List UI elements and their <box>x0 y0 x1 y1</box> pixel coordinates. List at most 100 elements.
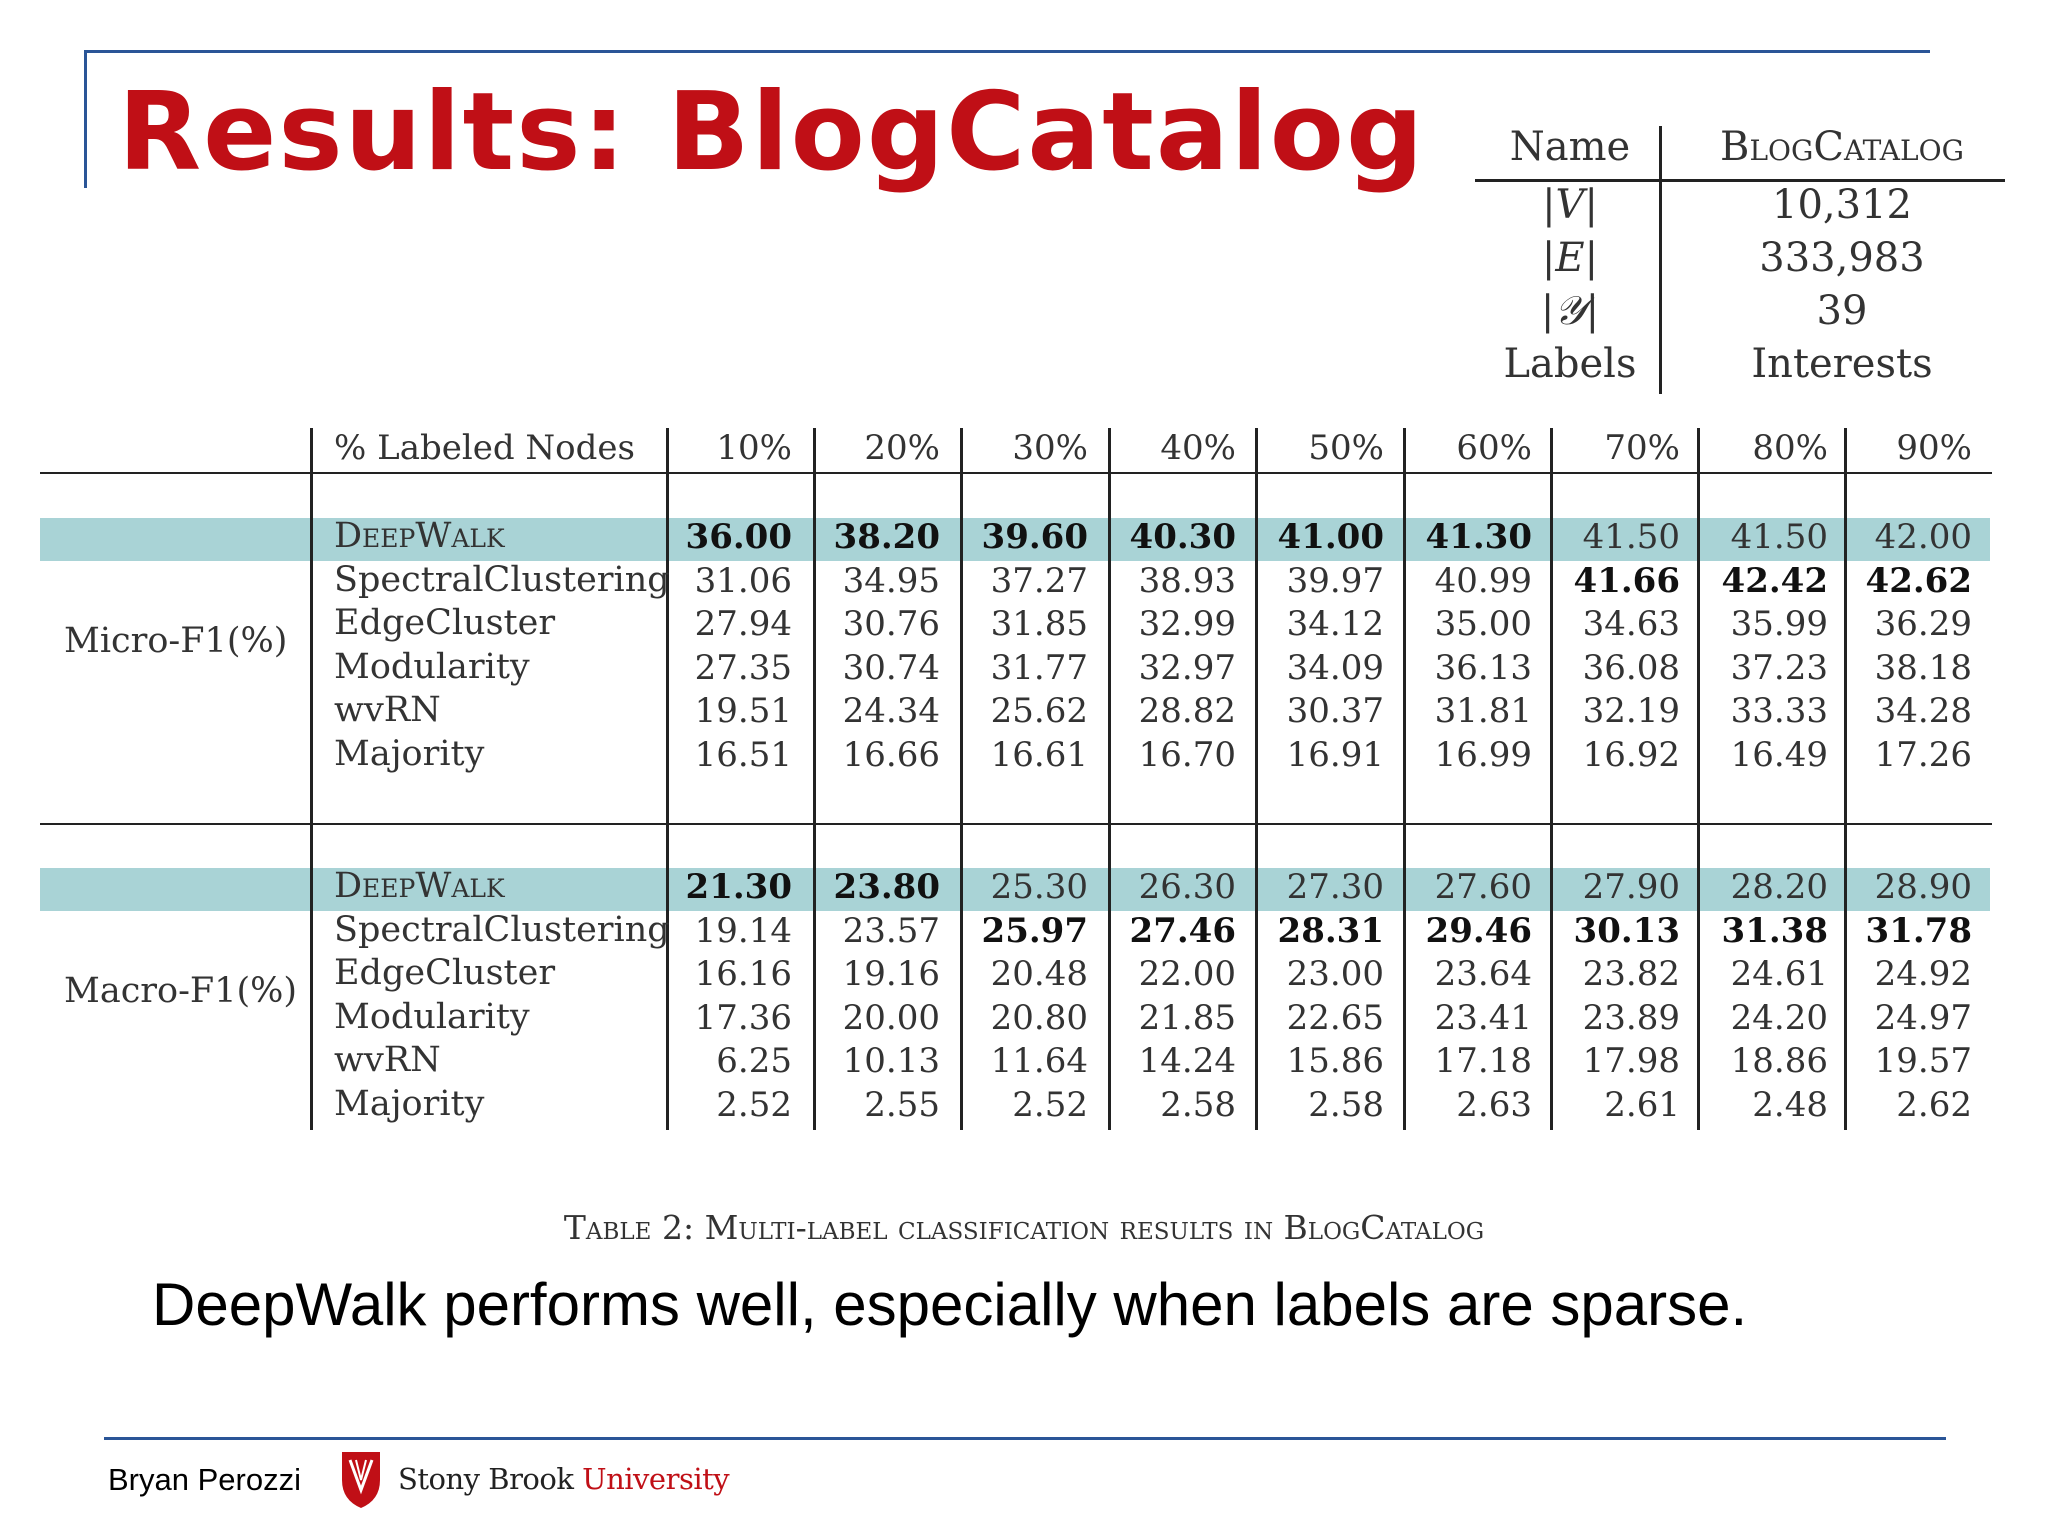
table-cell: 31.06 <box>694 560 792 601</box>
stats-row-name: |𝒴| <box>1540 288 1600 334</box>
stats-row-value: Interests <box>1751 341 1933 387</box>
table-cell: 29.46 <box>1425 910 1532 951</box>
table-cell: 32.97 <box>1138 647 1236 688</box>
header-label: % Labeled Nodes <box>334 428 635 468</box>
table-cell: 40.99 <box>1434 560 1532 601</box>
table-cell: 20.00 <box>842 997 940 1038</box>
table-cell: 14.24 <box>1138 1041 1236 1082</box>
results-table: % Labeled Nodes 10% 20% 30% 40% 50% 60% 70% 80% 9… <box>0 420 2048 1140</box>
table-cell: 34.12 <box>1286 604 1384 645</box>
table-cell: 19.14 <box>694 910 792 951</box>
table-cell: 30.37 <box>1286 691 1384 732</box>
table-cell: 19.16 <box>842 954 940 995</box>
stats-header-rule <box>1475 179 2005 182</box>
table-cell: 36.00 <box>685 517 792 557</box>
table-column-rule <box>1108 428 1111 1130</box>
table-cell: 32.99 <box>1138 604 1236 645</box>
table-cell: 37.23 <box>1730 647 1828 688</box>
highlight-band <box>40 518 1990 561</box>
table-cell: 24.97 <box>1874 997 1972 1038</box>
table-cell: 42.62 <box>1865 560 1972 601</box>
table-cell: 17.36 <box>694 997 792 1038</box>
column-header: 80% <box>1752 428 1828 468</box>
table-cell: 28.90 <box>1874 867 1972 907</box>
table-cell: 39.97 <box>1286 560 1384 601</box>
table-cell: 38.20 <box>833 517 940 557</box>
table-cell: 22.65 <box>1286 997 1384 1038</box>
table-cell: 36.08 <box>1582 647 1680 688</box>
table-cell: 31.77 <box>990 647 1088 688</box>
author-name: Bryan Perozzi <box>108 1462 301 1497</box>
table-cell: 34.28 <box>1874 691 1972 732</box>
table-cell: 35.99 <box>1730 604 1828 645</box>
table-cell: 16.91 <box>1286 735 1384 775</box>
table-cell: 11.64 <box>990 1041 1088 1082</box>
table-cell: 31.81 <box>1434 691 1532 732</box>
table-cell: 2.48 <box>1752 1085 1828 1125</box>
table-column-rule <box>1697 428 1700 1130</box>
stats-row-value: 333,983 <box>1759 235 1925 281</box>
table-cell: 27.90 <box>1582 867 1680 907</box>
table-cell: 34.63 <box>1582 604 1680 645</box>
table-cell: 23.82 <box>1582 954 1680 995</box>
table-rule <box>40 472 1992 474</box>
table-cell: 31.38 <box>1721 910 1828 951</box>
table-cell: 24.20 <box>1730 997 1828 1038</box>
table-cell: 16.51 <box>694 735 792 775</box>
method-name: EdgeCluster <box>334 953 556 994</box>
table-cell: 28.82 <box>1138 691 1236 732</box>
university-name-part1: Stony Brook <box>398 1462 574 1496</box>
table-cell: 35.00 <box>1434 604 1532 645</box>
university-name-part2: University <box>582 1462 730 1496</box>
table-cell: 27.60 <box>1434 867 1532 907</box>
table-cell: 33.33 <box>1730 691 1828 732</box>
table-cell: 27.35 <box>694 647 792 688</box>
method-name: Modularity <box>334 996 530 1037</box>
table-cell: 23.89 <box>1582 997 1680 1038</box>
column-header: 40% <box>1160 428 1236 468</box>
group-label: Macro-F1(%) <box>64 971 298 1011</box>
table-cell: 16.49 <box>1730 735 1828 775</box>
stats-column-rule <box>1659 126 1662 394</box>
table-cell: 6.25 <box>716 1041 792 1082</box>
column-header: 50% <box>1308 428 1384 468</box>
table-cell: 40.30 <box>1129 517 1236 557</box>
table-cell: 19.51 <box>694 691 792 732</box>
table-cell: 34.09 <box>1286 647 1384 688</box>
table-cell: 31.78 <box>1865 910 1972 951</box>
table-cell: 36.29 <box>1874 604 1972 645</box>
method-name: DeepWalk <box>334 516 505 556</box>
slide-title: Results: BlogCatalog <box>118 70 1426 195</box>
table-cell: 21.30 <box>685 867 792 907</box>
table-cell: 42.00 <box>1874 517 1972 557</box>
table-cell: 23.64 <box>1434 954 1532 995</box>
table-cell: 25.97 <box>981 910 1088 951</box>
table-cell: 25.30 <box>990 867 1088 907</box>
table-cell: 30.76 <box>842 604 940 645</box>
table-column-rule <box>1255 428 1258 1130</box>
table-cell: 41.00 <box>1277 517 1384 557</box>
table-cell: 41.66 <box>1573 560 1680 601</box>
method-name: SpectralClustering <box>334 909 670 950</box>
table-cell: 19.57 <box>1874 1041 1972 1082</box>
table-cell: 18.86 <box>1730 1041 1828 1082</box>
method-name: Majority <box>334 1084 485 1124</box>
table-cell: 22.00 <box>1138 954 1236 995</box>
table-cell: 32.19 <box>1582 691 1680 732</box>
method-name: DeepWalk <box>334 866 505 906</box>
table-cell: 16.61 <box>990 735 1088 775</box>
column-header: 60% <box>1456 428 1532 468</box>
stats-row-name: Labels <box>1503 341 1637 387</box>
table-cell: 23.80 <box>833 867 940 907</box>
table-cell: 27.94 <box>694 604 792 645</box>
table-cell: 42.42 <box>1721 560 1828 601</box>
dataset-stats-table: Name BlogCatalog |V| 10,312 |E| 333,983 |𝒴| 39 L… <box>1470 118 2030 398</box>
highlight-band <box>40 868 1990 911</box>
table-cell: 27.46 <box>1129 910 1236 951</box>
table-column-rule <box>1550 428 1553 1130</box>
table-cell: 41.50 <box>1730 517 1828 557</box>
summary-text: DeepWalk performs well, especially when … <box>152 1271 1748 1338</box>
table-cell: 28.31 <box>1277 910 1384 951</box>
stats-row-value: 39 <box>1816 288 1868 334</box>
stats-row-name: |E| <box>1541 235 1599 281</box>
